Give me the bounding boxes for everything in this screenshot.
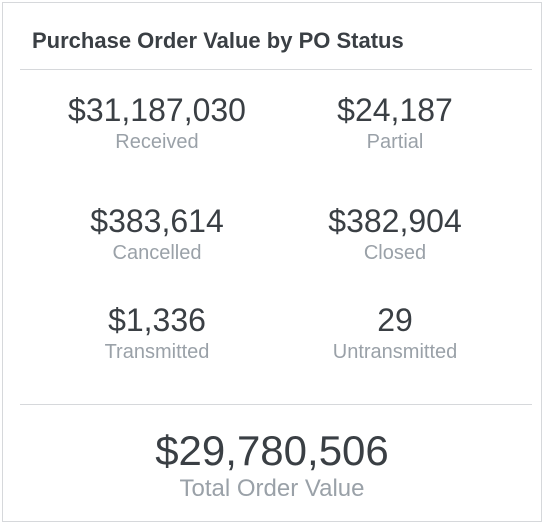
metric-received: $31,187,030 Received (37, 92, 277, 154)
metric-label: Transmitted (104, 341, 210, 363)
metric-cancelled: $383,614 Cancelled (37, 203, 277, 265)
metric-value: 29 (377, 302, 413, 338)
metric-label: Closed (363, 242, 427, 264)
header-divider (20, 69, 532, 70)
total-value: $29,780,506 (155, 427, 389, 474)
metric-label: Partial (366, 131, 424, 153)
metric-value: $382,904 (328, 203, 462, 239)
metric-label: Untransmitted (332, 341, 458, 363)
metric-value: $31,187,030 (68, 92, 246, 128)
metric-label: Cancelled (112, 242, 202, 264)
metric-transmitted: $1,336 Transmitted (37, 302, 277, 364)
total-divider (20, 404, 532, 405)
metric-partial: $24,187 Partial (275, 92, 515, 154)
metric-label: Received (115, 131, 199, 153)
metric-value: $24,187 (337, 92, 453, 128)
metric-value: $383,614 (90, 203, 224, 239)
card-title: Purchase Order Value by PO Status (32, 28, 404, 53)
metric-value: $1,336 (108, 302, 206, 338)
po-status-card: Purchase Order Value by PO Status $31,18… (2, 2, 542, 522)
total-order-value: $29,780,506 Total Order Value (3, 427, 541, 503)
metric-untransmitted: 29 Untransmitted (275, 302, 515, 364)
total-label: Total Order Value (179, 475, 365, 502)
metric-closed: $382,904 Closed (275, 203, 515, 265)
